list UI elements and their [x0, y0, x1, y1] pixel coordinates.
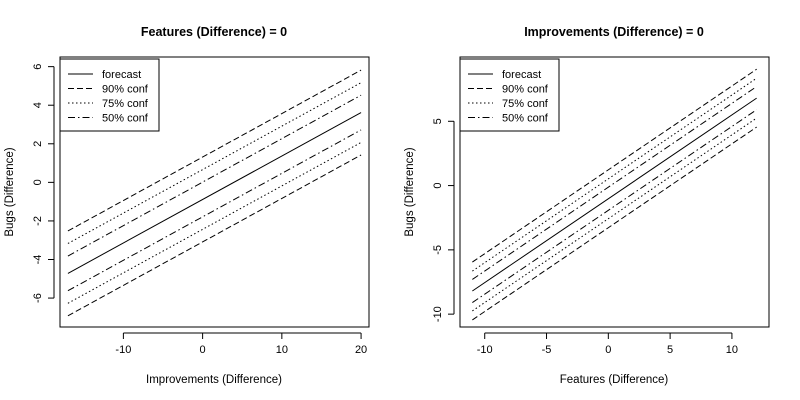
- series-line-dashed: [472, 68, 757, 263]
- legend-label: 90% conf: [502, 84, 549, 96]
- y-tick-label: 5: [432, 118, 444, 124]
- panel-improvements-zero: Improvements (Difference) = 0 Features (…: [404, 25, 770, 386]
- y-tick-label: 6: [32, 64, 44, 70]
- x-tick-label: -10: [115, 344, 131, 356]
- x-tick-label: 0: [605, 344, 611, 356]
- series-line-dotted: [67, 141, 362, 304]
- x-tick-label: 10: [276, 344, 288, 356]
- legend-label: 50% conf: [502, 113, 549, 125]
- legend-label: forecast: [102, 69, 141, 81]
- y-axis-label: Bugs (Difference): [404, 147, 416, 236]
- y-tick-label: 0: [432, 183, 444, 189]
- x-tick-label: -5: [542, 344, 552, 356]
- y-tick-label: -6: [32, 293, 44, 303]
- y-tick-label: -2: [32, 216, 44, 226]
- y-tick-label: -5: [432, 245, 444, 255]
- series-line-dotdash: [67, 94, 362, 257]
- series-line-dotted: [472, 77, 757, 272]
- chart-title: Improvements (Difference) = 0: [524, 25, 704, 39]
- legend-label: 90% conf: [102, 84, 149, 96]
- x-tick-label: 0: [200, 344, 206, 356]
- legend-label: 75% conf: [502, 98, 549, 110]
- series-line-dotted: [472, 117, 757, 312]
- legend-label: 50% conf: [102, 113, 149, 125]
- x-tick-label: -10: [477, 344, 493, 356]
- y-tick-label: -10: [432, 306, 444, 322]
- plot-frame: [459, 56, 770, 328]
- plot-frame: [59, 56, 370, 328]
- x-tick-label: 10: [726, 344, 738, 356]
- series-line-solid: [472, 97, 757, 292]
- y-tick-label: 4: [32, 102, 44, 108]
- legend-label: forecast: [502, 69, 541, 81]
- y-tick-label: 0: [32, 179, 44, 185]
- x-tick-label: 20: [355, 344, 367, 356]
- chart-title: Features (Difference) = 0: [141, 25, 287, 39]
- series-line-dotdash: [472, 86, 757, 280]
- y-tick-label: 2: [32, 141, 44, 147]
- x-axis-label: Features (Difference): [560, 374, 669, 386]
- series-line-dotdash: [67, 129, 362, 292]
- series-line-solid: [67, 112, 362, 274]
- series-line-dashed: [67, 154, 362, 317]
- y-tick-label: -4: [32, 255, 44, 265]
- series-line-dashed: [67, 69, 362, 232]
- panel-features-zero: Features (Difference) = 0 Improvements (…: [4, 25, 370, 386]
- legend-box: [59, 58, 160, 132]
- x-axis-label: Improvements (Difference): [146, 374, 282, 386]
- series-line-dashed: [472, 126, 757, 321]
- legend-box: [459, 58, 560, 132]
- x-tick-label: 5: [667, 344, 673, 356]
- y-axis-label: Bugs (Difference): [4, 147, 16, 236]
- legend-label: 75% conf: [102, 98, 149, 110]
- series-line-dotdash: [472, 109, 757, 303]
